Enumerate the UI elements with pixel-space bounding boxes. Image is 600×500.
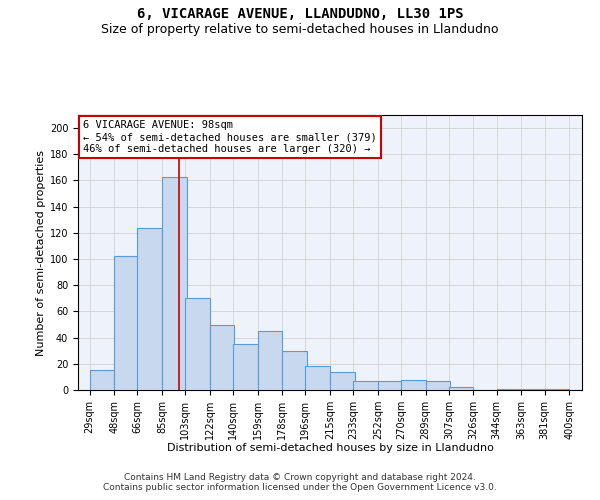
Bar bbox=[521, 388, 546, 390]
Bar bbox=[233, 344, 257, 390]
Bar bbox=[425, 381, 450, 390]
Bar bbox=[114, 256, 139, 390]
Bar bbox=[210, 324, 235, 390]
Bar bbox=[162, 176, 187, 390]
Bar bbox=[305, 366, 330, 390]
Bar bbox=[89, 370, 114, 390]
Bar bbox=[353, 381, 378, 390]
Text: Size of property relative to semi-detached houses in Llandudno: Size of property relative to semi-detach… bbox=[101, 22, 499, 36]
X-axis label: Distribution of semi-detached houses by size in Llandudno: Distribution of semi-detached houses by … bbox=[167, 444, 493, 454]
Bar bbox=[137, 228, 162, 390]
Text: 6, VICARAGE AVENUE, LLANDUDNO, LL30 1PS: 6, VICARAGE AVENUE, LLANDUDNO, LL30 1PS bbox=[137, 8, 463, 22]
Bar bbox=[545, 388, 569, 390]
Text: Contains HM Land Registry data © Crown copyright and database right 2024.: Contains HM Land Registry data © Crown c… bbox=[124, 474, 476, 482]
Bar bbox=[257, 331, 282, 390]
Bar bbox=[282, 350, 307, 390]
Text: Contains public sector information licensed under the Open Government Licence v3: Contains public sector information licen… bbox=[103, 484, 497, 492]
Bar bbox=[401, 380, 425, 390]
Bar bbox=[330, 372, 355, 390]
Text: 6 VICARAGE AVENUE: 98sqm
← 54% of semi-detached houses are smaller (379)
46% of : 6 VICARAGE AVENUE: 98sqm ← 54% of semi-d… bbox=[83, 120, 377, 154]
Bar bbox=[449, 388, 473, 390]
Bar bbox=[185, 298, 210, 390]
Y-axis label: Number of semi-detached properties: Number of semi-detached properties bbox=[35, 150, 46, 356]
Bar bbox=[497, 388, 521, 390]
Bar bbox=[378, 381, 403, 390]
